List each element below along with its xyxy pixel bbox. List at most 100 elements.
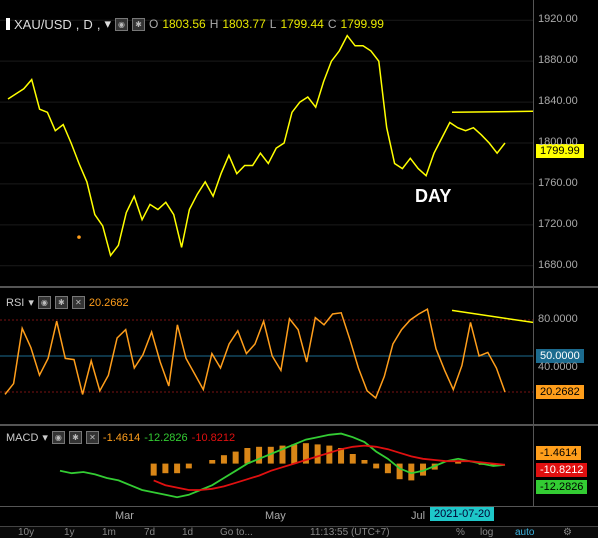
price-tick-label: 1880.00	[538, 54, 578, 67]
last-price-tag: 1799.99	[536, 144, 584, 158]
macd-title[interactable]: MACD	[6, 431, 39, 444]
gear-icon[interactable]: ⚙	[563, 527, 572, 538]
price-tick-label: 1920.00	[538, 13, 578, 26]
eye-icon[interactable]: ◉	[51, 431, 65, 444]
day-annotation: DAY	[415, 186, 452, 206]
macd-histogram-bar	[267, 446, 274, 464]
price-tick-label: 1800.00	[538, 136, 578, 148]
pane-separator[interactable]	[0, 286, 598, 288]
open-value: 1803.56	[162, 17, 206, 31]
signal-line	[153, 444, 506, 491]
price-chart[interactable]	[0, 0, 533, 286]
rsi-midline-tag: 50.0000	[536, 349, 584, 363]
macd-histogram-bar	[490, 463, 497, 466]
macd-line	[59, 432, 506, 499]
macd-histogram-bar	[279, 445, 286, 464]
macd-legend: MACD ▾ ◉ ✱ ✕ -1.4614 -12.2826 -10.8212	[6, 431, 235, 444]
macd-hist-tag: -1.4614	[536, 446, 582, 460]
settings-icon[interactable]: ✱	[68, 431, 82, 444]
macd-histogram-bar	[361, 460, 368, 464]
macd-histogram-bar	[291, 444, 298, 464]
percent-toggle[interactable]: %	[456, 527, 465, 538]
macd-histogram-bar	[220, 455, 227, 464]
go-to-button[interactable]: Go to...	[220, 527, 253, 538]
chevron-down-icon[interactable]: ▾	[42, 432, 48, 444]
close-icon[interactable]: ✕	[71, 296, 85, 309]
auto-toggle[interactable]: auto	[515, 527, 535, 538]
x-label-jul: Jul	[411, 510, 426, 522]
close-icon[interactable]: ✕	[85, 431, 99, 444]
chart-legend: XAU/USD, D, ▾ ◉ ✱ O 1803.56 H 1803.77 L …	[6, 16, 384, 32]
settings-icon[interactable]: ✱	[131, 17, 145, 31]
range-1d[interactable]: 1d	[182, 527, 194, 538]
range-1y[interactable]: 1y	[64, 527, 75, 538]
log-toggle[interactable]: log	[480, 527, 494, 538]
eye-icon[interactable]: ◉	[114, 17, 128, 31]
macd-histogram-bar	[396, 463, 403, 480]
x-label-may: May	[265, 510, 286, 522]
price-tick-label: 1720.00	[538, 217, 578, 230]
rsi-tick-label: 80.0000	[538, 313, 578, 325]
range-10y[interactable]: 10y	[18, 527, 35, 538]
macd-histogram-bar	[244, 448, 251, 464]
range-1m[interactable]: 1m	[102, 527, 116, 538]
macd-histogram-bar	[384, 463, 391, 474]
high-label: H	[209, 17, 219, 31]
clock-label: 11:13:55 (UTC+7)	[310, 527, 390, 538]
rsi-pane[interactable]: RSI ▾ ◉ ✱ ✕ 20.2682	[0, 288, 533, 424]
macd-histogram-bar	[256, 446, 263, 464]
rsi-line	[4, 308, 506, 400]
macd-signal-value: -10.8212	[191, 431, 236, 444]
price-axis[interactable]	[533, 0, 598, 286]
macd-chart[interactable]	[0, 426, 533, 506]
range-7d[interactable]: 7d	[144, 527, 156, 538]
low-label: L	[269, 17, 277, 31]
pane-separator[interactable]	[0, 424, 598, 426]
chevron-down-icon[interactable]: ▾	[28, 297, 34, 309]
macd-histogram-bar	[373, 463, 380, 469]
high-value: 1803.77	[222, 17, 266, 31]
rsi-value-tag: 20.2682	[536, 385, 584, 399]
price-line	[7, 34, 506, 258]
macd-histogram-bar	[349, 454, 356, 464]
rsi-legend: RSI ▾ ◉ ✱ ✕ 20.2682	[6, 296, 129, 309]
close-value: 1799.99	[340, 17, 384, 31]
macd-histogram-bar	[174, 463, 181, 474]
macd-histogram-bar	[162, 463, 169, 474]
macd-histogram-bar	[326, 445, 333, 464]
rsi-chart[interactable]	[0, 288, 533, 424]
open-label: O	[148, 17, 159, 31]
macd-histogram-bar	[314, 444, 321, 464]
macd-histogram-bar	[150, 463, 157, 476]
macd-histogram-bar	[408, 463, 415, 481]
rsi-title[interactable]: RSI	[6, 296, 25, 309]
price-tick-label: 1680.00	[538, 258, 578, 271]
eye-icon[interactable]: ◉	[37, 296, 51, 309]
macd-histogram-bar	[455, 461, 462, 464]
chevron-down-icon[interactable]: ▾	[104, 16, 111, 31]
close-label: C	[327, 17, 337, 31]
price-tick-label: 1760.00	[538, 176, 578, 189]
x-label-mar: Mar	[115, 510, 134, 522]
low-value: 1799.44	[280, 17, 324, 31]
rsi-value: 20.2682	[88, 296, 129, 309]
price-pane[interactable]: XAU/USD, D, ▾ ◉ ✱ O 1803.56 H 1803.77 L …	[0, 0, 533, 286]
interval-label[interactable]: D	[83, 16, 93, 32]
bottom-toolbar: 10y 1y 1m 7d 1d Go to... 11:13:55 (UTC+7…	[0, 526, 598, 538]
collapse-icon[interactable]	[6, 18, 10, 30]
time-axis-border	[0, 506, 598, 507]
macd-signal-tag: -10.8212	[536, 463, 588, 477]
macd-pane[interactable]: MACD ▾ ◉ ✱ ✕ -1.4614 -12.2826 -10.8212	[0, 426, 533, 506]
macd-histogram-bar	[209, 460, 216, 464]
macd-line-tag: -12.2826	[536, 480, 588, 494]
macd-histogram-bar	[302, 443, 309, 464]
macd-histogram-bar	[338, 448, 345, 464]
macd-histogram-bar	[420, 463, 427, 476]
price-tick-label: 1840.00	[538, 95, 578, 108]
macd-hist-value: -1.4614	[102, 431, 141, 444]
symbol-label[interactable]: XAU/USD	[14, 16, 72, 32]
cursor-date-tag: 2021-07-20	[430, 507, 495, 521]
settings-icon[interactable]: ✱	[54, 296, 68, 309]
macd-histogram-bar	[232, 451, 239, 464]
macd-histogram-bar	[185, 463, 192, 469]
